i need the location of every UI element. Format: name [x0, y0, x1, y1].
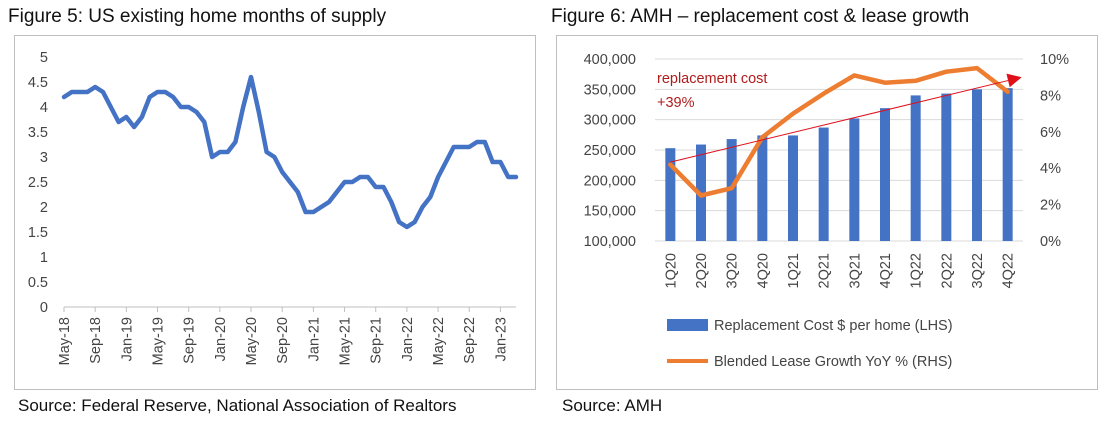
figure6-x-tick-label: 2Q21	[817, 253, 833, 288]
figure6-x-tick-label: 4Q20	[755, 253, 771, 288]
figure6-bar-1Q21	[788, 135, 798, 241]
figure5-title: Figure 5: US existing home months of sup…	[8, 6, 387, 27]
figure6-x-tick-label: 1Q21	[786, 253, 802, 288]
figure6-bars	[665, 88, 1013, 242]
figure5-x-tick-label: Jan-19	[119, 317, 135, 361]
figure5-x-tick-label: Sep-19	[182, 317, 198, 364]
figure6-right-tick-label: 8%	[1040, 88, 1061, 104]
figure6-annotation-line2: +39%	[657, 95, 695, 111]
figure6-lease-line	[668, 65, 1010, 198]
figure5-y-tick-label: 0	[40, 300, 48, 316]
figure6-x-tick-label: 3Q20	[725, 253, 741, 288]
figure6-bar-2Q22	[941, 93, 952, 241]
figure6-bar-4Q22	[1002, 88, 1013, 242]
figure6-left-tick-label: 200,000	[584, 173, 636, 189]
figure6-bar-3Q21	[849, 118, 860, 241]
figure5-x-tick-label: May-19	[151, 317, 167, 365]
figure5-y-axis: 0 0.5 1 1.5 2 2.5 3 3.5 4 4.5 5	[28, 50, 48, 316]
figure6-x-tick-label: 4Q22	[1001, 253, 1017, 288]
figure5-x-tick-label: Sep-22	[462, 317, 478, 364]
figure5-x-tick-label: Jan-20	[213, 317, 229, 361]
figure5-y-tick-label: 4	[40, 100, 48, 116]
figure5-x-tick-label: Jan-23	[493, 317, 509, 361]
figure6-bar-4Q21	[880, 108, 890, 241]
figure6-x-tick-label: 2Q22	[939, 253, 955, 288]
figure5-y-tick-label: 0.5	[28, 275, 48, 291]
figure5-y-tick-label: 4.5	[28, 75, 48, 91]
figure6-arrow-shaft	[670, 78, 1014, 163]
figure6-bar-1Q22	[910, 95, 921, 242]
figure6-right-tick-label: 6%	[1040, 125, 1061, 141]
figure5-y-tick-label: 2	[40, 200, 48, 216]
figure6-lease-growth-line	[668, 65, 1010, 198]
figure6-left-tick-label: 350,000	[584, 82, 636, 98]
figure6-legend: Replacement Cost $ per home (LHS) Blende…	[667, 318, 953, 370]
figure6-right-tick-label: 2%	[1040, 198, 1061, 214]
figure5-series	[61, 74, 519, 230]
figure6-left-tick-label: 100,000	[584, 234, 636, 250]
figure6-right-axis: 0% 2% 4% 6% 8% 10%	[1040, 52, 1069, 250]
figure5-x-tick-label: Jan-22	[400, 317, 416, 361]
figure5-y-tick-label: 2.5	[28, 175, 48, 191]
figure6-gridlines	[655, 58, 1023, 242]
figure5-y-tick-label: 1	[40, 250, 48, 266]
figure6-frame	[556, 35, 1098, 390]
figure6-x-tick-label: 4Q21	[878, 253, 894, 288]
figure6-left-tick-label: 250,000	[584, 143, 636, 159]
figure6-source: Source: AMH	[562, 396, 663, 415]
figure6-annotation-arrow	[670, 73, 1022, 163]
figure5-x-tick-label: May-22	[431, 317, 447, 365]
figure6-right-tick-label: 0%	[1040, 234, 1061, 250]
figure6-title: Figure 6: AMH – replacement cost & lease…	[551, 6, 970, 27]
figure6-left-tick-label: 300,000	[584, 113, 636, 129]
figure5-x-tick-label: Sep-18	[88, 317, 104, 364]
figure5-x-tick-label: Sep-20	[275, 317, 291, 364]
figure5-y-tick-label: 5	[40, 50, 48, 66]
legend-bar-label: Replacement Cost $ per home (LHS)	[714, 318, 953, 334]
figure6-x-tick-label: 1Q22	[909, 253, 925, 288]
figure5-y-tick-label: 3	[40, 150, 48, 166]
figure6-left-tick-label: 150,000	[584, 204, 636, 220]
figure5-x-tick-label: May-20	[244, 317, 260, 365]
legend-bar-swatch	[667, 319, 708, 331]
figure6-x-tick-label: 1Q20	[663, 253, 679, 288]
figure6-left-tick-label: 400,000	[584, 52, 636, 68]
figure5-source: Source: Federal Reserve, National Associ…	[18, 396, 457, 415]
figure6-right-tick-label: 10%	[1040, 52, 1069, 68]
figure5-x-tick-label: Sep-21	[369, 317, 385, 364]
figure5-y-tick-label: 3.5	[28, 125, 48, 141]
figure5-frame	[14, 35, 536, 390]
figure6-bar-1Q20	[665, 148, 676, 241]
figure6-arrow-head	[1006, 73, 1022, 88]
figure5-x-tick-label: May-21	[338, 317, 354, 365]
figure5-x-axis: May-18 Sep-18 Jan-19 May-19 Sep-19 Jan-20 May-…	[57, 307, 509, 365]
figure6-left-axis: 100,000 150,000 200,000 250,000 300,000 350,0…	[584, 52, 636, 250]
figure5-x-tick-label: Jan-21	[306, 317, 322, 361]
figure6-x-tick-label: 2Q20	[694, 253, 710, 288]
figure6-x-tick-label: 3Q21	[847, 253, 863, 288]
figure6-x-tick-label: 3Q22	[970, 253, 986, 288]
figure6-bar-4Q20	[757, 135, 768, 241]
figure5-y-tick-label: 1.5	[28, 225, 48, 241]
figure6-x-axis: 1Q20 2Q20 3Q20 4Q20 1Q21 2Q21 3Q21 4Q21 1Q22 2Q22…	[663, 253, 1016, 288]
figure5-x-tick-label: May-18	[57, 317, 73, 365]
legend-line-label: Blended Lease Growth YoY % (RHS)	[714, 354, 952, 370]
figure6-right-tick-label: 4%	[1040, 161, 1061, 177]
figure6-annotation-line1: replacement cost	[657, 71, 767, 87]
figure6-bar-2Q21	[818, 127, 829, 241]
figure6-bar-3Q22	[972, 89, 982, 241]
